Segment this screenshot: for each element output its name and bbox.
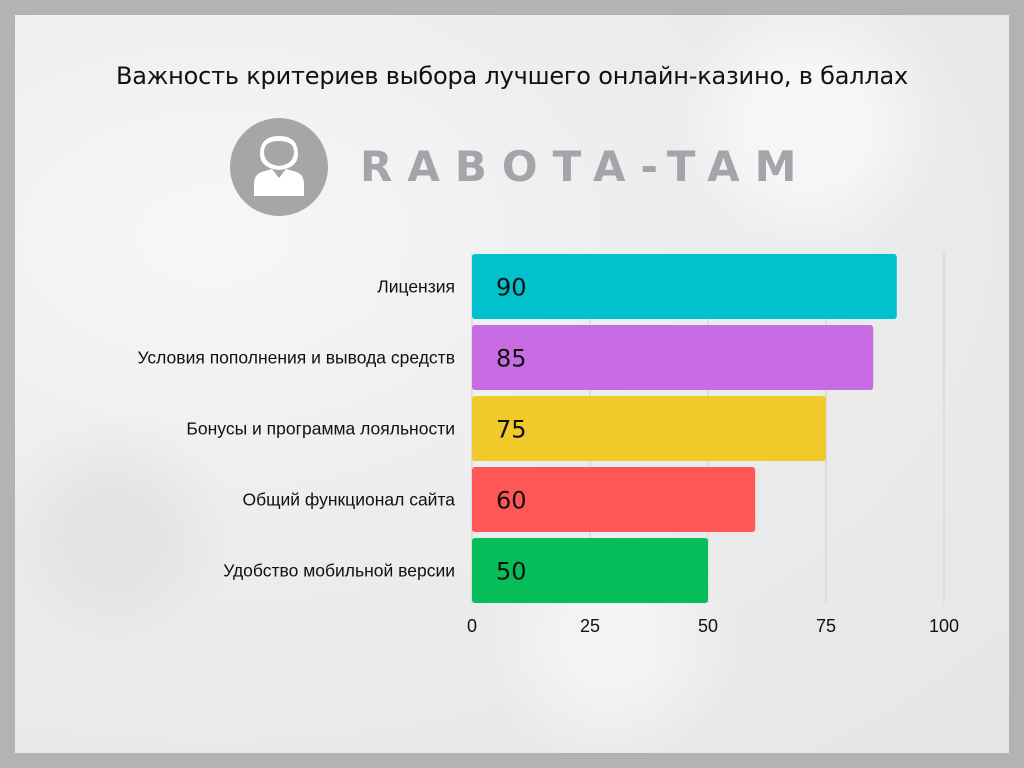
category-label: Условия пополнения и вывода средств [137, 348, 455, 368]
category-label: Бонусы и программа лояльности [186, 419, 455, 439]
bar [472, 254, 897, 319]
bar-value-label: 60 [496, 487, 527, 515]
category-label: Удобство мобильной версии [223, 561, 455, 581]
bar [472, 467, 756, 532]
bar [472, 538, 708, 603]
bar [472, 396, 826, 461]
user-avatar-icon [230, 118, 328, 216]
x-tick-label: 0 [467, 616, 477, 636]
x-tick-label: 25 [580, 616, 600, 636]
value-labels: 90 85 75 60 50 [496, 274, 527, 586]
category-labels: Лицензия Условия пополнения и вывода сред… [137, 277, 455, 581]
bar-value-label: 50 [496, 558, 527, 586]
bar-value-label: 75 [496, 416, 527, 444]
bars [472, 254, 897, 603]
category-label: Лицензия [377, 277, 455, 297]
x-tick-label: 100 [929, 616, 959, 636]
x-tick-label: 50 [698, 616, 718, 636]
x-tick-labels: 0 25 50 75 100 [467, 616, 959, 636]
bar-value-label: 90 [496, 274, 527, 302]
category-label: Общий функционал сайта [242, 490, 455, 510]
bar [472, 325, 874, 390]
x-tick-label: 75 [816, 616, 836, 636]
logo-text: RABOTA-TAM [360, 142, 812, 191]
chart-title: Важность критериев выбора лучшего онлайн… [115, 62, 909, 90]
bar-value-label: 85 [496, 345, 527, 373]
